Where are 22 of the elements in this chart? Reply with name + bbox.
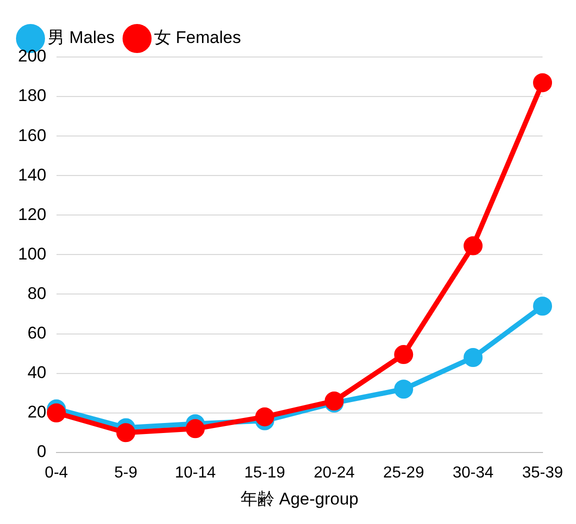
y-tick-label: 60 <box>27 323 46 342</box>
y-tick-label: 160 <box>18 126 46 145</box>
y-tick-label: 140 <box>18 165 46 184</box>
x-tick-label: 0-4 <box>44 464 68 482</box>
x-tick-label: 30-34 <box>452 464 494 482</box>
y-tick-label: 0 <box>36 442 46 462</box>
x-tick-label: 15-19 <box>244 464 286 482</box>
x-tick-label: 25-29 <box>383 464 424 482</box>
y-tick-label: 40 <box>27 363 46 382</box>
x-tick-label: 5-9 <box>114 464 138 482</box>
y-tick-label: 200 <box>18 46 46 66</box>
y-tick-label: 80 <box>27 284 46 303</box>
y-tick-label: 100 <box>18 244 46 264</box>
y-tick-label: 180 <box>18 86 46 106</box>
y-tick-label: 120 <box>18 204 46 224</box>
legend-label: 女 Females <box>154 28 241 48</box>
x-tick-label: 35-39 <box>522 464 564 482</box>
x-tick-label: 10-14 <box>174 464 216 482</box>
y-tick-label: 20 <box>27 402 46 422</box>
legend-label: 男 Males <box>48 28 115 48</box>
x-tick-label: 20-24 <box>314 464 355 482</box>
x-axis-title: 年齢 Age-group <box>240 489 359 508</box>
